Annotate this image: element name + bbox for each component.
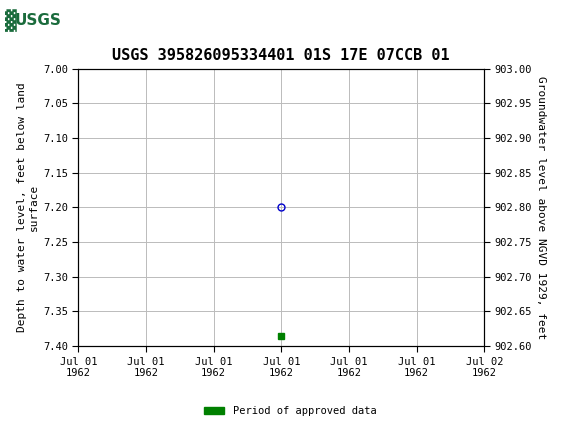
Title: USGS 395826095334401 01S 17E 07CCB 01: USGS 395826095334401 01S 17E 07CCB 01 <box>113 49 450 64</box>
Legend: Period of approved data: Period of approved data <box>200 402 380 421</box>
Y-axis label: Depth to water level, feet below land
surface: Depth to water level, feet below land su… <box>17 83 39 332</box>
Text: ▓: ▓ <box>5 9 16 32</box>
Y-axis label: Groundwater level above NGVD 1929, feet: Groundwater level above NGVD 1929, feet <box>536 76 546 339</box>
FancyBboxPatch shape <box>3 4 46 37</box>
Text: USGS: USGS <box>14 13 61 28</box>
